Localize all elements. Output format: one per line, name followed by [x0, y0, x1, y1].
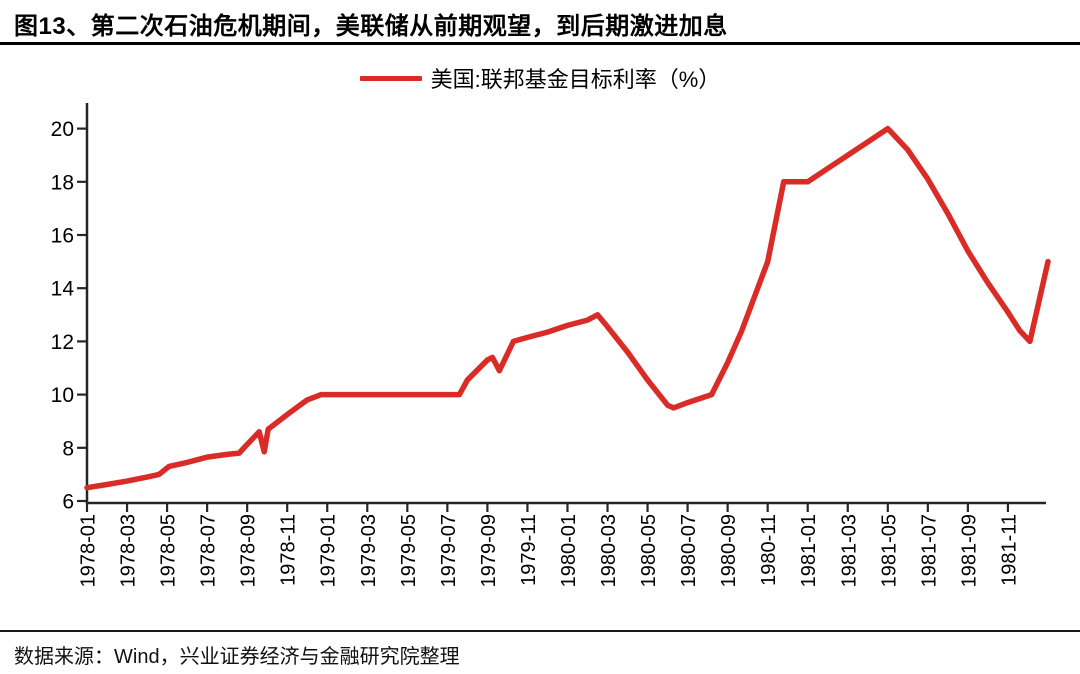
y-tick-label: 10 [51, 384, 74, 407]
legend: 美国:联邦基金目标利率（%） [0, 62, 1080, 94]
y-tick-label: 8 [62, 437, 74, 460]
x-tick-label: 1979-07 [438, 514, 460, 587]
x-tick-label: 1978-03 [118, 514, 140, 587]
x-tick-label: 1978-01 [78, 514, 100, 587]
x-tick-label: 1980-11 [758, 514, 780, 586]
x-tick-label: 1978-07 [198, 514, 220, 587]
x-tick-label: 1979-09 [478, 514, 500, 587]
y-tick-label: 6 [62, 491, 74, 514]
x-tick-label: 1980-01 [558, 514, 580, 587]
x-tick-label: 1981-09 [958, 514, 980, 587]
x-tick-label: 1978-11 [278, 514, 300, 586]
x-tick-label: 1978-05 [158, 514, 180, 587]
x-tick-label: 1979-11 [518, 514, 540, 586]
y-tick-label: 18 [51, 171, 74, 194]
y-tick-label: 16 [51, 225, 74, 248]
x-tick-label: 1980-09 [718, 514, 740, 587]
x-tick-label: 1979-05 [398, 514, 420, 587]
x-tick-label: 1979-01 [318, 514, 340, 587]
y-tick-label: 20 [51, 118, 74, 141]
x-tick-label: 1981-11 [998, 514, 1020, 586]
legend-label: 美国:联邦基金目标利率（%） [430, 67, 721, 92]
page-title: 图13、第二次石油危机期间，美联储从前期观望，到后期激进加息 [14, 13, 728, 40]
x-tick-label: 1981-03 [838, 514, 860, 587]
series-line [84, 125, 1051, 491]
y-tick-label: 14 [51, 278, 75, 301]
source-note: 数据来源：Wind，兴业证券经济与金融研究院整理 [14, 646, 460, 668]
legend-line-swatch [359, 75, 422, 81]
footer-divider [0, 630, 1080, 632]
x-tick-label: 1980-03 [598, 514, 620, 587]
x-tick-label: 1980-07 [678, 514, 700, 587]
x-tick-label: 1981-01 [798, 514, 820, 587]
x-tick-label: 1981-07 [918, 514, 940, 587]
title-underline [0, 42, 1080, 45]
x-tick-label: 1980-05 [638, 514, 660, 587]
x-tick-label: 1979-03 [358, 514, 380, 587]
x-tick-label: 1978-09 [238, 514, 260, 587]
y-tick-label: 12 [51, 331, 74, 354]
x-tick-label: 1981-05 [878, 514, 900, 587]
